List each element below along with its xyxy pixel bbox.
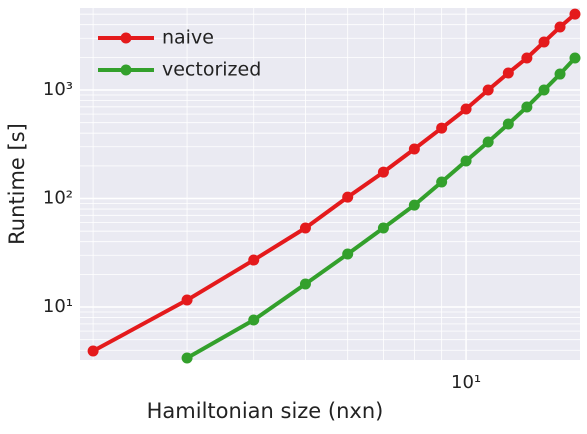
marker xyxy=(460,155,472,167)
marker xyxy=(377,166,389,178)
marker xyxy=(436,122,448,134)
y-axis-label: Runtime [s] xyxy=(5,123,29,245)
marker xyxy=(482,136,494,148)
marker xyxy=(342,248,354,260)
legend-label: vectorized xyxy=(162,59,261,81)
marker xyxy=(569,52,581,64)
legend-marker xyxy=(120,64,132,76)
marker xyxy=(248,314,260,326)
x-tick-label: 10¹ xyxy=(451,372,481,393)
marker xyxy=(538,36,550,48)
marker xyxy=(569,8,581,20)
marker xyxy=(408,143,420,155)
marker xyxy=(554,68,566,80)
legend-marker xyxy=(120,32,132,44)
marker xyxy=(554,21,566,33)
marker xyxy=(436,176,448,188)
y-tick-label: 10² xyxy=(43,188,73,209)
marker xyxy=(299,278,311,290)
marker xyxy=(502,67,514,79)
marker xyxy=(482,84,494,96)
legend-label: naive xyxy=(162,27,214,49)
marker xyxy=(521,52,533,64)
marker xyxy=(377,222,389,234)
marker xyxy=(538,84,550,96)
marker xyxy=(460,103,472,115)
marker xyxy=(87,345,99,357)
marker xyxy=(502,118,514,130)
marker xyxy=(521,101,533,113)
marker xyxy=(408,199,420,211)
x-axis-label: Hamiltonian size (nxn) xyxy=(147,399,384,423)
plot-area xyxy=(80,8,580,360)
y-tick-label: 10¹ xyxy=(43,296,73,317)
marker xyxy=(299,222,311,234)
marker xyxy=(181,294,193,306)
marker xyxy=(181,352,193,364)
y-tick-label: 10³ xyxy=(43,79,73,100)
marker xyxy=(248,254,260,266)
marker xyxy=(342,191,354,203)
